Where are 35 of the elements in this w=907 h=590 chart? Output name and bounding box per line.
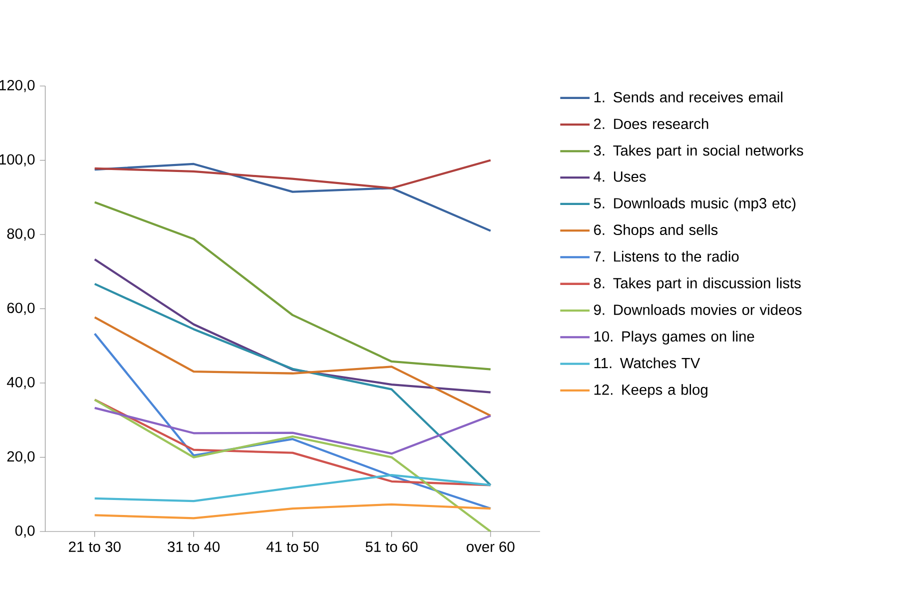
legend-label: 4. Uses	[594, 171, 646, 182]
line-series	[94, 258, 492, 394]
line-series	[94, 316, 492, 417]
line-series	[94, 159, 492, 190]
x-tick-label: 21 to 30	[68, 541, 121, 552]
legend-label: 3. Takes part in social networks	[594, 144, 804, 158]
x-tick-label: 51 to 60	[366, 541, 418, 552]
line-series	[94, 332, 492, 510]
x-tick-label: over 60	[466, 541, 514, 552]
line-series	[94, 162, 492, 232]
line-series	[94, 201, 492, 370]
y-tick-label: 0,0	[15, 525, 35, 538]
legend-label: 10. Plays games on line	[594, 330, 754, 344]
y-tick-label: 20,0	[7, 451, 35, 464]
y-tick-label: 100,0	[0, 154, 35, 166]
line-series	[94, 503, 492, 520]
y-tick-label: 60,0	[7, 302, 35, 315]
legend-label: 8. Takes part in discussion lists	[594, 277, 801, 292]
legend-label: 1. Sends and receives email	[594, 92, 782, 102]
legend-label: 12. Keeps a blog	[594, 384, 708, 398]
y-tick-label: 40,0	[6, 376, 35, 389]
y-tick-label: 120,0	[0, 80, 35, 92]
x-tick-label: 31 to 40	[168, 541, 220, 552]
legend-label: 11. Watches TV	[594, 357, 700, 368]
line-series	[94, 474, 492, 502]
line-series	[94, 398, 492, 532]
line-series	[94, 406, 492, 455]
legend-label: 7. Listens to the radio	[594, 250, 739, 262]
legend-label: 6. Shops and sells	[594, 224, 718, 238]
legend-label: 2. Does research	[594, 118, 708, 129]
y-tick-label: 80,0	[7, 228, 35, 240]
x-tick-label: 41 to 50	[266, 541, 319, 552]
legend-label: 5. Downloads music (mp3 etc)	[594, 198, 796, 212]
line-series	[94, 282, 492, 486]
legend-label: 9. Downloads movies or videos	[594, 304, 802, 315]
